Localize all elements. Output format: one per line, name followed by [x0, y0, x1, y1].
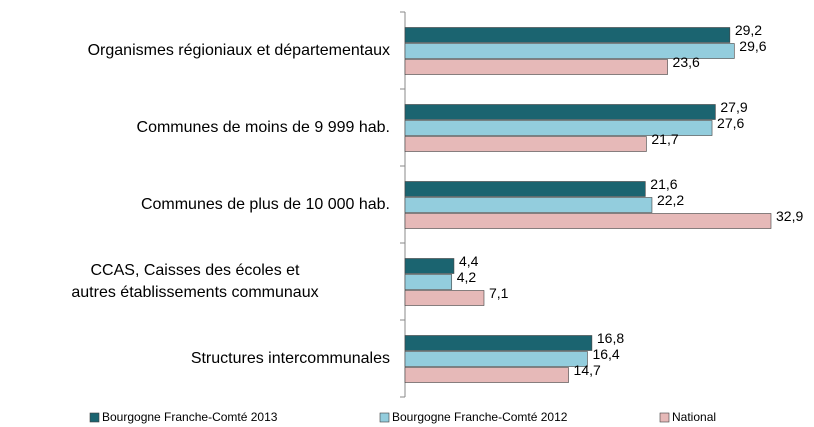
bar [404, 367, 569, 383]
category-text: CCAS, Caisses des écoles et autres établ… [71, 261, 319, 301]
category-text: Communes de moins de 9 999 hab. [136, 118, 390, 136]
value-label: 21,7 [651, 131, 678, 147]
category-text: Organismes régioniaux et départementaux [87, 41, 390, 59]
bar [404, 27, 731, 43]
legend-label: Bourgogne Franche-Comté 2013 [102, 410, 278, 424]
value-label: 21,6 [650, 176, 677, 192]
bar [404, 351, 588, 367]
bar [404, 120, 713, 136]
bar [404, 335, 593, 351]
value-label: 22,2 [657, 192, 684, 208]
category-label: Communes de plus de 10 000 hab. [0, 194, 390, 216]
value-label: 27,6 [717, 115, 744, 131]
category-label: Communes de moins de 9 999 hab. [0, 117, 390, 139]
legend-label: National [672, 410, 716, 424]
value-label: 14,7 [574, 362, 601, 378]
value-label: 4,4 [459, 253, 479, 269]
bar [404, 258, 455, 274]
value-label: 32,9 [776, 208, 803, 224]
bar [404, 213, 772, 229]
bar [404, 59, 668, 75]
legend-swatch [89, 412, 100, 423]
bar [404, 197, 653, 213]
bar [404, 136, 647, 152]
category-label: CCAS, Caisses des écoles et autres établ… [0, 260, 390, 304]
value-label: 29,2 [735, 22, 762, 38]
value-label: 16,4 [592, 346, 619, 362]
legend-swatch [379, 412, 390, 423]
legend-label: Bourgogne Franche-Comté 2012 [392, 410, 568, 424]
category-text: Communes de plus de 10 000 hab. [140, 195, 390, 213]
value-label: 23,6 [673, 54, 700, 70]
value-label: 27,9 [720, 99, 747, 115]
value-label: 29,6 [739, 38, 766, 54]
bar [404, 181, 646, 197]
category-text: Structures intercommunales [190, 349, 390, 367]
category-label: Organismes régioniaux et départementaux [0, 40, 390, 62]
bar [404, 104, 716, 120]
value-label: 4,2 [457, 269, 477, 285]
value-label: 7,1 [489, 285, 509, 301]
legend-swatch [659, 412, 670, 423]
bar [404, 43, 735, 59]
bar [404, 290, 485, 306]
bar [404, 274, 453, 290]
category-label: Structures intercommunales [0, 348, 390, 370]
value-label: 16,8 [597, 330, 624, 346]
